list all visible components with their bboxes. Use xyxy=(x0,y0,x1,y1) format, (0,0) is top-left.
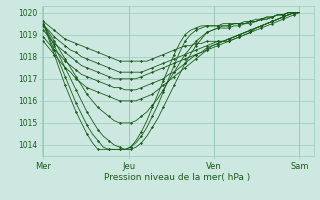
X-axis label: Pression niveau de la mer( hPa ): Pression niveau de la mer( hPa ) xyxy=(104,173,251,182)
